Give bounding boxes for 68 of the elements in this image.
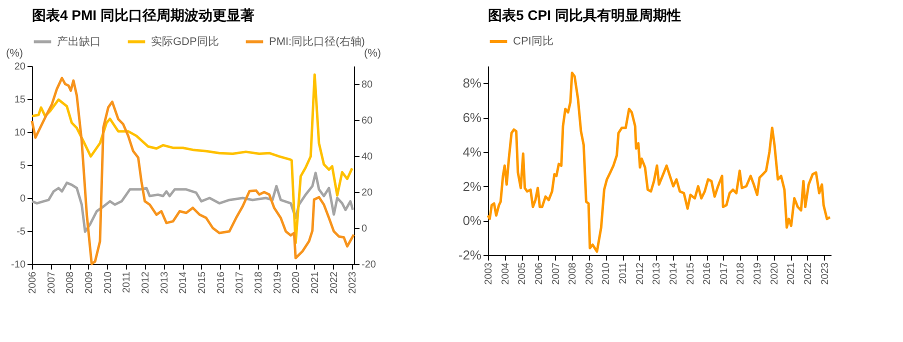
y-tick-label: 4% bbox=[462, 144, 482, 160]
x-tick-label: 2003 bbox=[484, 262, 494, 285]
x-tick-label: 2020 bbox=[769, 262, 780, 285]
y2-tick-label: 20 bbox=[362, 188, 374, 198]
x-tick-label: 2023 bbox=[348, 271, 359, 294]
y-tick-label: 8% bbox=[462, 76, 482, 91]
x-tick-label: 2023 bbox=[820, 262, 831, 285]
x-tick-label: 2010 bbox=[102, 271, 114, 294]
x-tick-label: 2004 bbox=[500, 262, 512, 285]
x-tick-label: 2010 bbox=[601, 262, 612, 285]
y2-tick-label: -20 bbox=[362, 260, 376, 270]
x-tick-label: 2006 bbox=[28, 271, 38, 294]
y-tick-label: 10 bbox=[14, 128, 26, 138]
y2-tick-label: 80 bbox=[362, 80, 374, 90]
y2-axis-title: (%) bbox=[364, 48, 382, 60]
y-tick-label: 20 bbox=[14, 62, 26, 72]
x-tick-label: 2007 bbox=[46, 271, 58, 294]
y2-tick-label: 60 bbox=[362, 116, 374, 126]
y-tick-label: -2% bbox=[458, 248, 482, 262]
chart-title: 图表5 CPI 同比具有明显周期性 bbox=[488, 7, 681, 23]
x-tick-label: 2016 bbox=[702, 262, 714, 285]
x-tick-label: 2009 bbox=[584, 262, 596, 285]
x-tick-label: 2013 bbox=[159, 271, 170, 294]
y-tick-label: 2% bbox=[462, 178, 482, 194]
y-tick-label: 15 bbox=[14, 94, 26, 106]
legend-label: PMI:同比口径(右轴) bbox=[269, 34, 365, 48]
x-tick-label: 2020 bbox=[291, 271, 302, 294]
x-tick-label: 2014 bbox=[178, 271, 190, 294]
line-series bbox=[30, 172, 354, 233]
x-tick-label: 2015 bbox=[196, 271, 208, 294]
x-tick-label: 2006 bbox=[534, 262, 545, 285]
x-tick-label: 2016 bbox=[216, 271, 227, 294]
y-tick-label: 6% bbox=[462, 110, 482, 126]
x-tick-label: 2008 bbox=[568, 262, 579, 285]
x-tick-label: 2022 bbox=[802, 262, 814, 285]
x-tick-label: 2017 bbox=[718, 262, 730, 285]
x-tick-label: 2008 bbox=[65, 271, 76, 294]
x-tick-label: 2017 bbox=[234, 271, 246, 294]
y-tick-label: 0 bbox=[20, 194, 26, 204]
legend-label: CPI同比 bbox=[513, 34, 554, 48]
chart-title: 图表4 PMI 同比口径周期波动更显著 bbox=[32, 7, 254, 23]
x-tick-label: 2018 bbox=[736, 262, 747, 285]
y-tick-label: -5 bbox=[16, 226, 26, 238]
y-tick-label: 5 bbox=[20, 160, 26, 172]
legend-label: 产出缺口 bbox=[57, 34, 101, 48]
x-tick-label: 2019 bbox=[752, 262, 764, 285]
x-tick-label: 2005 bbox=[517, 262, 528, 285]
y-tick-label: 0% bbox=[462, 213, 482, 228]
x-tick-label: 2015 bbox=[685, 262, 696, 285]
x-tick-label: 2018 bbox=[253, 271, 264, 294]
x-tick-label: 2014 bbox=[668, 262, 680, 285]
x-tick-label: 2011 bbox=[618, 262, 630, 284]
x-tick-label: 2012 bbox=[634, 262, 646, 285]
x-tick-label: 2011 bbox=[122, 271, 133, 294]
x-tick-label: 2019 bbox=[272, 271, 284, 294]
x-tick-label: 2012 bbox=[140, 271, 152, 294]
x-tick-label: 2022 bbox=[328, 271, 340, 294]
y2-tick-label: 40 bbox=[362, 152, 374, 162]
y2-tick-label: 0 bbox=[362, 224, 368, 234]
x-tick-label: 2021 bbox=[310, 271, 321, 294]
x-tick-label: 2021 bbox=[786, 262, 798, 285]
x-tick-label: 2007 bbox=[550, 262, 562, 285]
y-tick-label: -10 bbox=[11, 260, 26, 270]
line-series bbox=[486, 72, 832, 253]
y-axis-title: (%) bbox=[6, 48, 24, 60]
x-tick-label: 2009 bbox=[84, 271, 95, 294]
legend-label: 实际GDP同比 bbox=[151, 34, 219, 48]
x-tick-label: 2013 bbox=[652, 262, 663, 285]
